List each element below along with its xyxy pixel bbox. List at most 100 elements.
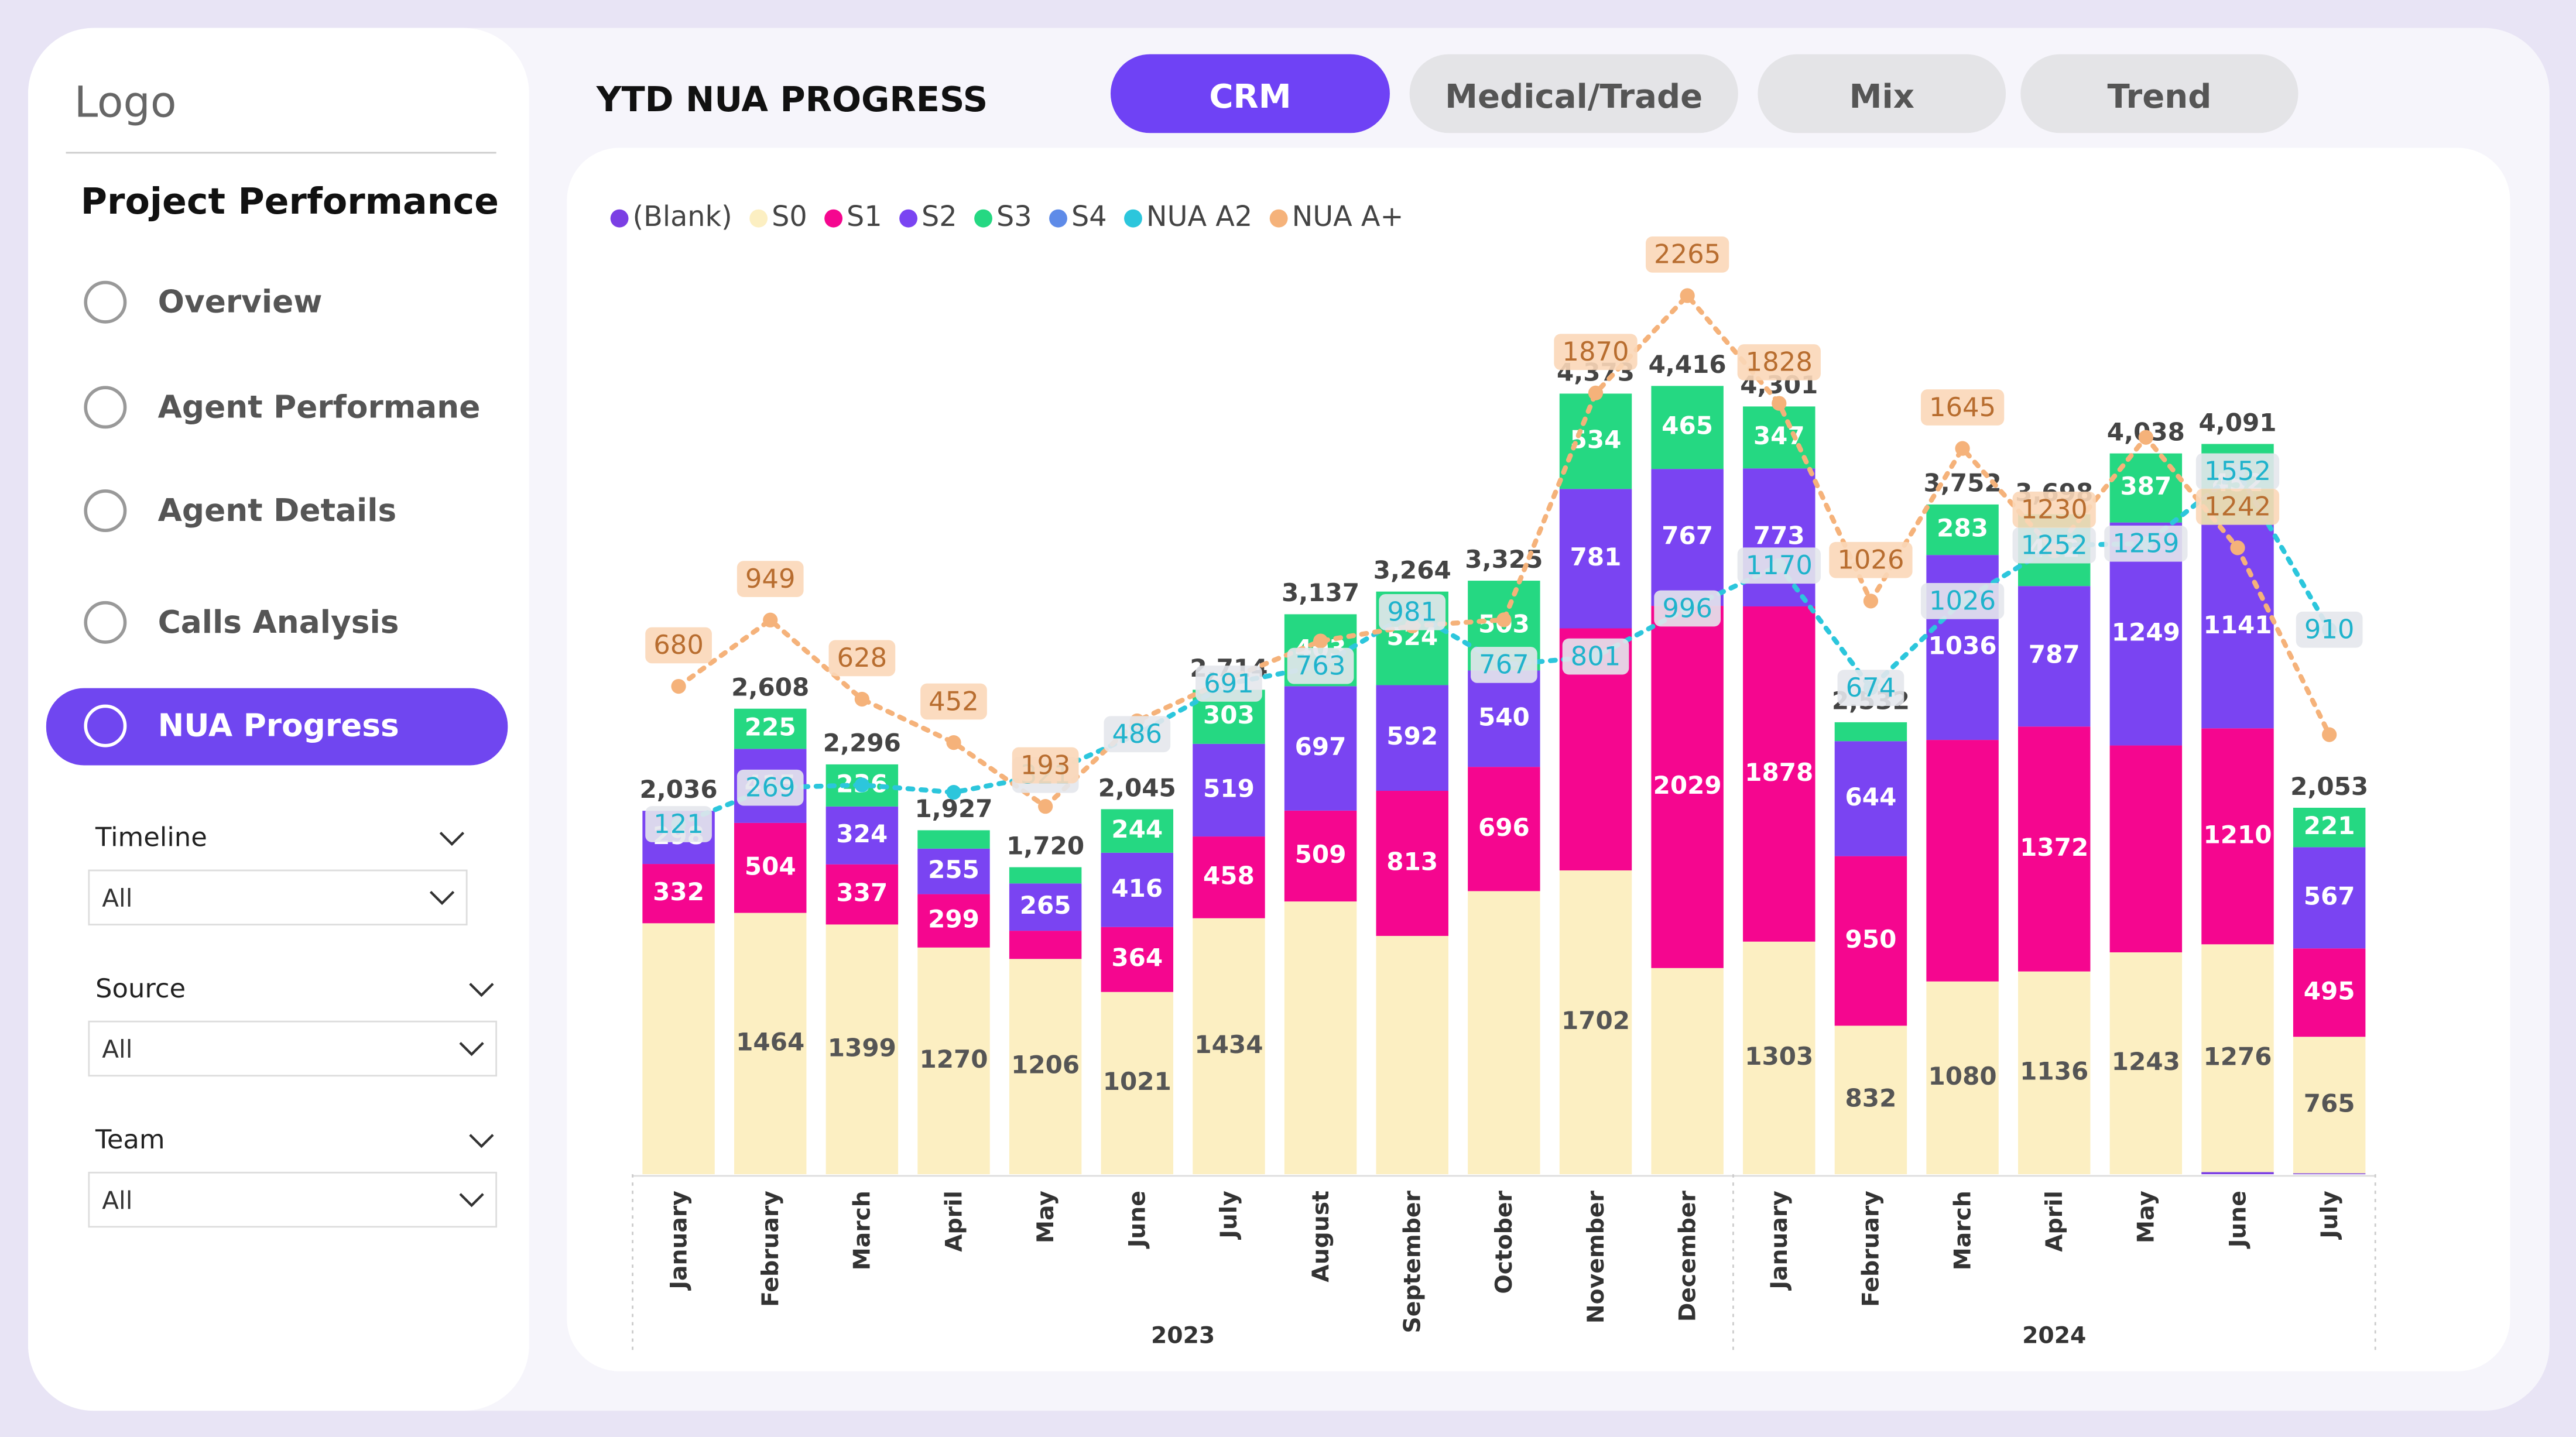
nav-active-bg[interactable] xyxy=(46,688,508,766)
bar-segment xyxy=(1193,743,1265,837)
data-label: 592 xyxy=(1386,722,1438,750)
tab-label[interactable]: Trend xyxy=(2107,78,2211,116)
chevron xyxy=(459,1042,484,1057)
x-tick-label: July xyxy=(2317,1191,2343,1240)
bar-segment xyxy=(734,708,807,749)
legend-marker xyxy=(899,209,918,228)
line-point xyxy=(763,612,778,627)
label-box xyxy=(1829,541,1913,578)
nav-icon xyxy=(84,704,127,747)
page-title: YTD NUA PROGRESS xyxy=(596,79,988,119)
tab[interactable] xyxy=(2020,54,2298,133)
bar-segment xyxy=(2109,952,2183,1175)
label-box xyxy=(2012,527,2096,564)
bar-segment xyxy=(1468,891,1540,1175)
line-label: 1242 xyxy=(2204,491,2271,522)
nav-item[interactable]: Agent Details xyxy=(158,492,397,529)
filter-label: Team xyxy=(95,1124,165,1155)
data-label: 1021 xyxy=(1103,1067,1171,1096)
label-box xyxy=(1737,344,1821,380)
bar-segment xyxy=(1468,767,1540,891)
legend-label: NUA A+ xyxy=(1292,201,1404,233)
legend-marker xyxy=(1269,209,1288,228)
nav-item[interactable]: Agent Performane xyxy=(158,389,481,425)
legend-marker xyxy=(974,209,992,228)
bar-segment xyxy=(1193,836,1265,918)
filter-dropdown[interactable] xyxy=(88,869,468,926)
data-label: 324 xyxy=(836,819,888,848)
data-label: 832 xyxy=(1845,1084,1897,1113)
data-label: 265 xyxy=(1020,891,1071,920)
line-point xyxy=(946,735,961,750)
nav-item[interactable]: NUA Progress xyxy=(158,708,399,744)
x-tick-label: December xyxy=(1674,1191,1701,1322)
label-box xyxy=(1654,590,1721,627)
data-label: 534 xyxy=(1570,425,1622,454)
label-box xyxy=(1195,666,1262,702)
line-label: 269 xyxy=(745,771,796,802)
filter-dropdown[interactable] xyxy=(88,1020,498,1077)
x-group-label: 2024 xyxy=(2022,1322,2086,1349)
data-label: 1878 xyxy=(1745,758,1813,787)
bar-segment xyxy=(1559,489,1632,629)
nav-icon xyxy=(84,489,127,533)
line-label: 1259 xyxy=(2112,528,2179,559)
total-label: 2,053 xyxy=(2290,772,2368,801)
data-label: 1206 xyxy=(1011,1051,1080,1079)
x-tick-label: June xyxy=(2225,1191,2251,1249)
data-label: 1372 xyxy=(2020,833,2088,862)
bar-segment xyxy=(1468,670,1540,767)
bar-segment xyxy=(1101,927,1174,992)
data-label: 519 xyxy=(1203,774,1255,802)
bar-segment xyxy=(2293,807,2366,848)
line-label: 680 xyxy=(653,629,704,660)
line-point xyxy=(1680,288,1695,303)
data-label: 1080 xyxy=(1928,1062,1997,1090)
filter-value: All xyxy=(102,884,132,913)
bar-segment xyxy=(917,947,990,1175)
bar-segment xyxy=(1376,685,1448,791)
tab[interactable] xyxy=(1110,54,1390,133)
legend-label: (Blank) xyxy=(633,201,732,233)
line-point xyxy=(1588,385,1604,401)
nav-item[interactable]: Overview xyxy=(158,284,323,320)
x-group-label: 2023 xyxy=(1151,1322,1215,1349)
total-label: 4,091 xyxy=(2198,408,2276,437)
label-box xyxy=(1920,389,2005,426)
section-title: Project Performance xyxy=(81,180,499,222)
line-label: 628 xyxy=(837,642,888,673)
x-tick-label: November xyxy=(1583,1191,1609,1324)
total-label: 2,036 xyxy=(640,775,718,804)
data-label: 364 xyxy=(1111,944,1163,972)
tab[interactable] xyxy=(1409,54,1738,133)
data-label: 1270 xyxy=(919,1045,988,1074)
tab[interactable] xyxy=(1758,54,2006,133)
line-label: 674 xyxy=(1846,672,1896,703)
data-label: 255 xyxy=(928,855,979,884)
data-label: 1141 xyxy=(2203,611,2272,639)
line-label: 767 xyxy=(1479,649,1529,680)
tab-label[interactable]: Mix xyxy=(1849,78,1914,116)
data-label: 465 xyxy=(1662,411,1713,440)
filter-dropdown[interactable] xyxy=(88,1171,498,1228)
x-tick-label: February xyxy=(1858,1191,1885,1307)
label-box xyxy=(2195,488,2280,525)
x-tick-label: March xyxy=(849,1191,876,1270)
line-label: 981 xyxy=(1387,596,1437,627)
label-box xyxy=(2012,491,2096,528)
total-label: 2,045 xyxy=(1098,773,1176,802)
bar-segment xyxy=(1376,791,1448,936)
label-box xyxy=(1737,547,1821,584)
tab-label[interactable]: Medical/Trade xyxy=(1445,78,1703,116)
bar-segment xyxy=(1559,870,1632,1175)
data-label: 416 xyxy=(1111,874,1163,903)
tab-label[interactable]: CRM xyxy=(1209,78,1291,116)
legend-marker xyxy=(1049,209,1067,228)
data-label: 509 xyxy=(1295,840,1347,869)
total-label: 3,752 xyxy=(1924,469,2002,498)
total-label: 3,325 xyxy=(1465,545,1543,574)
data-label: 765 xyxy=(2304,1089,2355,1117)
nav-item[interactable]: Calls Analysis xyxy=(158,604,399,640)
